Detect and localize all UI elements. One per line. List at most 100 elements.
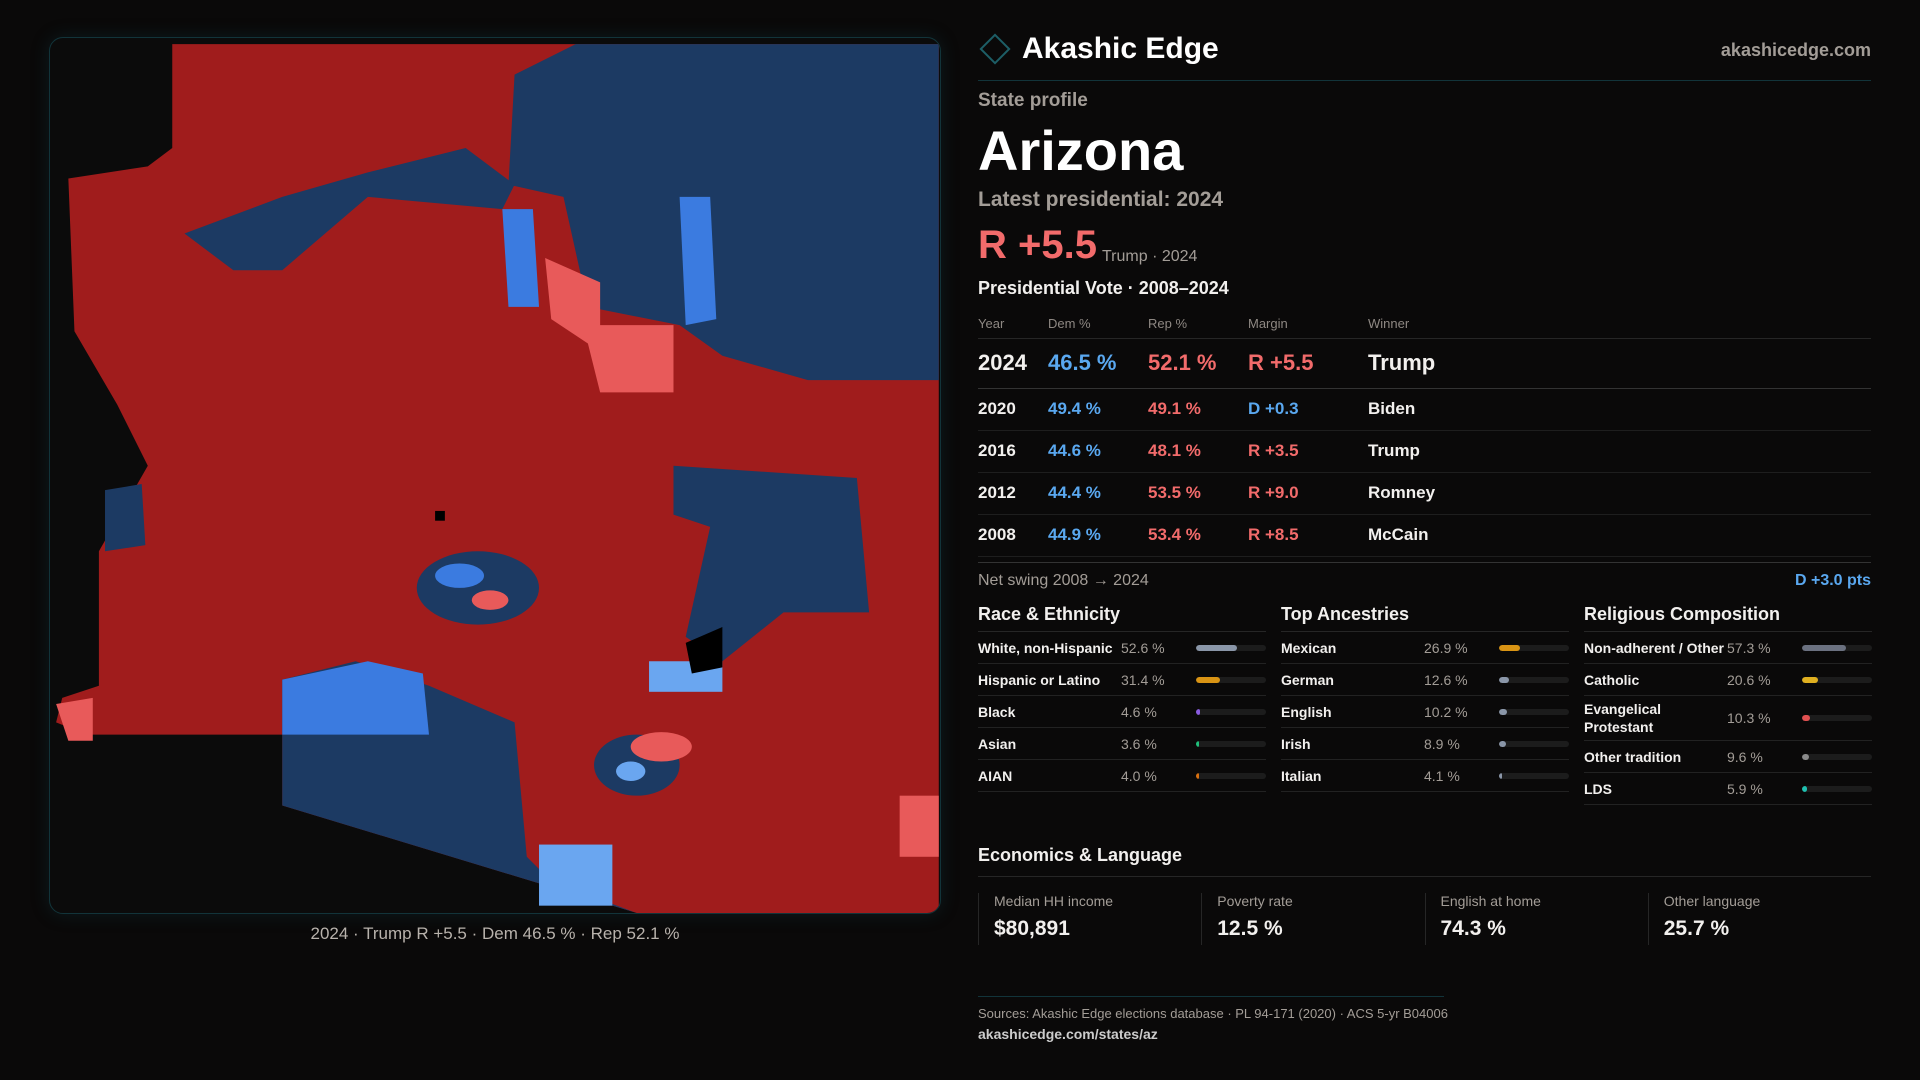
county-map[interactable] [49,37,941,914]
share-bar [1802,644,1872,651]
economics-cards: Median HH income $80,891 Poverty rate 12.5… [978,893,1871,945]
row-value: 12.6 % [1424,671,1468,688]
map-region-dem-navajo [508,44,939,381]
latest-presidential: Latest presidential: 2024 [978,188,1224,211]
row-label: LDS [1584,780,1612,797]
share-bar-fill [1196,644,1237,651]
row-label: White, non-Hispanic [978,639,1113,656]
row-value: 10.3 % [1727,710,1771,726]
vote-dem: 46.5 % [1048,338,1148,389]
religion-row: Non-adherent / Other 57.3 % [1584,632,1872,664]
race-row: Black 4.6 % [978,696,1266,728]
vote-row: 2020 49.4 % 49.1 % D +0.3 Biden [978,388,1871,431]
race-row: AIAN 4.0 % [978,760,1266,792]
share-bar [1802,715,1872,721]
ancestry-row: Irish 8.9 % [1281,728,1569,760]
ancestry-row: English 10.2 % [1281,696,1569,728]
row-label: AIAN [978,767,1013,784]
header-divider [978,80,1871,81]
site-link[interactable]: akashicedge.com [1720,40,1871,60]
share-bar [1196,708,1266,715]
vote-row: 2016 44.6 % 48.1 % R +3.5 Trump [978,430,1871,473]
state-url-link[interactable]: akashicedge.com/states/az [978,1026,1158,1042]
row-value: 4.6 % [1121,703,1157,720]
brand-name: Akashic Edge [1022,32,1219,65]
vote-margin: R +8.5 [1248,514,1368,557]
stat-card: Other language 25.7 % [1647,893,1871,945]
row-label: Non-adherent / Other [1584,639,1725,656]
ancestry-title: Top Ancestries [1281,600,1569,632]
stat-value: 12.5 % [1217,917,1283,940]
row-label: Asian [978,735,1017,752]
latest-margin: R +5.5 [978,223,1097,267]
vote-row: 2012 44.4 % 53.5 % R +9.0 Romney [978,472,1871,515]
map-region-dem-canyon [184,147,515,271]
row-value: 4.0 % [1121,767,1157,784]
stat-value: $80,891 [994,917,1070,940]
row-value: 5.9 % [1727,780,1763,797]
row-value: 57.3 % [1727,639,1771,656]
religion-row: LDS 5.9 % [1584,773,1872,805]
vote-year: 2008 [978,514,1048,557]
row-value: 4.1 % [1424,767,1460,784]
map-region-dem-west [105,484,146,552]
row-label: Black [978,703,1016,720]
vote-year: 2016 [978,430,1048,473]
ancestry-row: Mexican 26.9 % [1281,632,1569,664]
stat-value: 25.7 % [1663,917,1730,940]
row-value: 10.2 % [1424,703,1468,720]
map-region-dem-apache [673,465,870,662]
stat-card: English at home 74.3 % [1424,893,1648,945]
vote-winner: Biden [1368,388,1871,431]
vote-rep: 53.5 % [1148,472,1248,515]
share-bar [1802,785,1872,792]
religion-title: Religious Composition [1584,600,1872,632]
religion-row: Evangelical Protestant 10.3 % [1584,696,1872,741]
race-row: Asian 3.6 % [978,728,1266,760]
row-label: Other tradition [1584,748,1682,765]
col-rep: Rep % [1148,310,1248,339]
share-bar-fill [1802,715,1810,721]
vote-dem: 44.4 % [1048,472,1148,515]
row-value: 3.6 % [1121,735,1157,752]
vote-rep: 52.1 % [1148,338,1248,389]
share-bar [1196,740,1266,747]
net-swing-label: Net swing 2008 → 2024 [978,572,1149,589]
row-label: Catholic [1584,671,1640,688]
share-bar-fill [1196,708,1200,715]
religion-row: Catholic 20.6 % [1584,664,1872,696]
vote-year: 2020 [978,388,1048,431]
share-bar-fill [1499,740,1506,747]
vote-winner: Trump [1368,338,1871,389]
latest-margin-sub: Trump · 2024 [1102,248,1198,265]
vote-row: 2024 46.5 % 52.1 % R +5.5 Trump [978,338,1871,389]
vote-margin: R +3.5 [1248,430,1368,473]
share-bar-fill [1802,753,1810,760]
row-label: Hispanic or Latino [978,671,1101,688]
map-region-dem-light-south [282,661,429,735]
share-bar [1802,676,1872,683]
diamond-icon [979,33,1011,65]
col-dem: Dem % [1048,310,1148,339]
share-bar-fill [1802,785,1807,792]
stat-value: 74.3 % [1440,917,1506,940]
net-swing-value: D +3.0 pts [1794,572,1871,589]
share-bar [1196,644,1266,651]
share-bar-fill [1196,772,1200,779]
vote-rep: 53.4 % [1148,514,1248,557]
share-bar-fill [1802,644,1847,651]
vote-margin: R +9.0 [1248,472,1368,515]
share-bar [1499,772,1569,779]
col-margin: Margin [1248,310,1368,339]
share-bar-fill [1196,740,1199,747]
share-bar [1499,740,1569,747]
share-bar [1499,644,1569,651]
share-bar-fill [1499,676,1509,683]
ancestry-section: Top Ancestries Mexican 26.9 % German 12.6 % E… [1281,600,1569,792]
row-label: Italian [1281,767,1322,784]
race-row: White, non-Hispanic 52.6 % [978,632,1266,664]
col-winner: Winner [1368,310,1871,339]
row-value: 20.6 % [1727,671,1771,688]
row-value: 26.9 % [1424,639,1468,656]
vote-dem: 44.9 % [1048,514,1148,557]
